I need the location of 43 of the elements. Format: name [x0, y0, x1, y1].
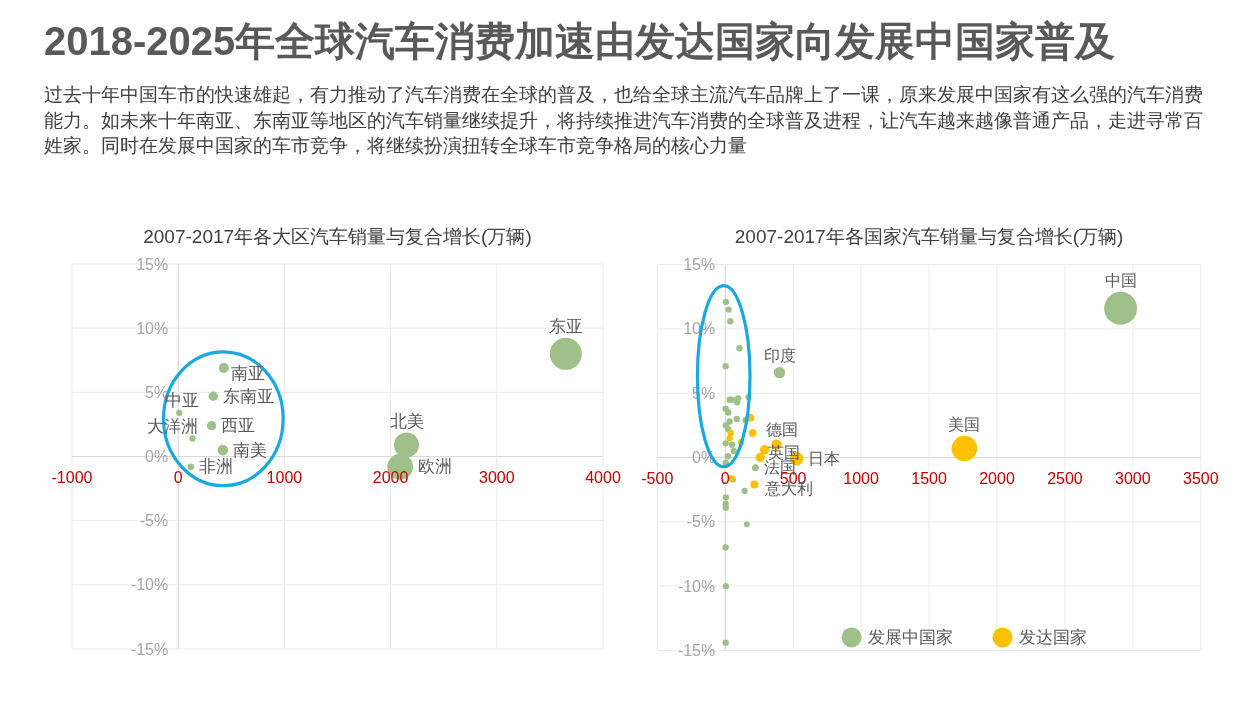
x-tick-label: 3500: [1183, 470, 1219, 487]
legend-label: 发展中国家: [867, 627, 953, 647]
y-tick-label: -10%: [677, 577, 716, 595]
x-tick-label: 3000: [479, 469, 515, 486]
annotation: 德国: [766, 420, 799, 438]
x-tick-label: 1500: [911, 470, 947, 487]
annotation: 中国: [1104, 272, 1137, 290]
annotation: 美国: [948, 416, 981, 434]
chart-title: 2007-2017年各国家汽车销量与复合增长(万辆): [734, 226, 1124, 248]
chart-title: 2007-2017年各大区汽车销量与复合增长(万辆): [143, 225, 532, 247]
x-tick-label: 0: [173, 469, 183, 486]
y-tick-label: 15%: [683, 256, 716, 274]
annotation: 欧洲: [418, 457, 453, 477]
text: 2018-2025年全球汽车消费加速由发达国家向发展中国家普及: [44, 18, 1116, 65]
annotation: 非洲: [199, 457, 234, 477]
x-tick-label: 1000: [843, 470, 880, 487]
y-tick-label: -15%: [677, 641, 716, 659]
x-tick-label: 3000: [1115, 470, 1151, 487]
x-tick-label: -500: [641, 470, 674, 487]
y-tick-label: -15%: [130, 640, 169, 658]
x-tick-label: 2000: [372, 469, 409, 486]
annotation: 南亚: [230, 364, 265, 384]
annotation: 东南亚: [222, 386, 274, 406]
annotation: 日本: [808, 450, 841, 468]
y-tick-label: -10%: [130, 576, 169, 594]
y-tick-label: 15%: [136, 255, 169, 273]
x-tick-label: 2000: [979, 470, 1015, 487]
x-tick-label: 0: [720, 470, 730, 487]
legend-label: 发达国家: [1018, 627, 1087, 647]
annotation: 印度: [763, 347, 796, 365]
annotation: 南美: [233, 440, 268, 460]
annotation: 西亚: [221, 416, 256, 436]
x-tick-label: 2500: [1047, 470, 1083, 487]
y-tick-label: -5%: [686, 513, 716, 531]
text: 过去十年中国车市的快速雄起，有力推动了汽车消费在全球的普及，也给全球主流汽车品牌上了一课，原来发展中国家有这么强的汽车消费能力。如未来十年南亚、东南亚等地区的汽车销量继续提升，将持续推进汽车消费的全球普及进程，让汽车越来越像普通产品，走进寻常百姓家。同时在发展中国家的车市竞争，将继续扮演扭转全球车市竞争格局的核心力量: [44, 83, 1204, 158]
x-tick-label: 4000: [585, 469, 621, 486]
x-tick-label: 1000: [266, 469, 303, 486]
x-tick-label: -1000: [51, 469, 93, 486]
y-tick-label: -5%: [139, 512, 169, 530]
annotation: 东亚: [548, 317, 583, 337]
y-tick-label: 0%: [145, 448, 169, 465]
y-tick-label: 10%: [136, 319, 169, 337]
annotation: 北美: [389, 411, 424, 431]
